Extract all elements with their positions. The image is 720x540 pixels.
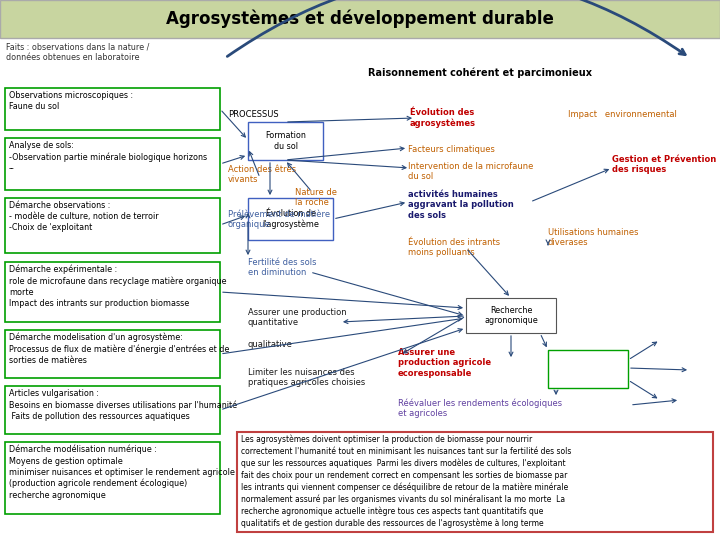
Text: Évolution des intrants
moins polluants: Évolution des intrants moins polluants bbox=[408, 238, 500, 258]
Text: Les agrosystèmes doivent optimiser la production de biomasse pour nourrir
correc: Les agrosystèmes doivent optimiser la pr… bbox=[241, 435, 572, 528]
Text: Évolution des
agrosystèmes: Évolution des agrosystèmes bbox=[410, 108, 476, 128]
Text: activités humaines
aggravant la pollution
des sols: activités humaines aggravant la pollutio… bbox=[408, 190, 514, 220]
Text: Recherche
agronomique: Recherche agronomique bbox=[484, 306, 538, 325]
Bar bbox=[5, 330, 220, 378]
Text: Nature de
la roche: Nature de la roche bbox=[295, 188, 337, 207]
Text: Agrosystèmes et développement durable: Agrosystèmes et développement durable bbox=[166, 10, 554, 28]
Text: Impact   environnemental: Impact environnemental bbox=[568, 110, 677, 119]
Text: Raisonnement cohérent et parcimonieux: Raisonnement cohérent et parcimonieux bbox=[368, 68, 592, 78]
Text: Analyse de sols:
-Observation partie minérale biologique horizons
--: Analyse de sols: -Observation partie min… bbox=[9, 141, 207, 173]
Text: Démarche modelisation d'un agrosystème:
Processus de flux de matière d'énergie d: Démarche modelisation d'un agrosystème: … bbox=[9, 333, 230, 366]
Text: Facteurs climatiques: Facteurs climatiques bbox=[408, 145, 495, 154]
Text: Évolution de
l'agrosystème: Évolution de l'agrosystème bbox=[262, 209, 319, 229]
Text: Démarche observations :
- modèle de culture, notion de terroir
-Choix de 'exploi: Démarche observations : - modèle de cult… bbox=[9, 201, 158, 232]
Text: Démarche modélisation numérique :
Moyens de gestion optimale
minimiser nuisances: Démarche modélisation numérique : Moyens… bbox=[9, 445, 235, 500]
Bar bbox=[5, 262, 220, 322]
Text: qualitative: qualitative bbox=[248, 340, 293, 349]
Text: Assurer une
production agricole
ecoresponsable: Assurer une production agricole ecorespo… bbox=[398, 348, 491, 378]
Text: Limiter les nuisances des
pratiques agricoles choisies: Limiter les nuisances des pratiques agri… bbox=[248, 368, 365, 387]
Bar bbox=[466, 298, 556, 333]
Text: Fertilité des sols
en diminution: Fertilité des sols en diminution bbox=[248, 258, 317, 278]
Text: Gestion et Prévention
des risques: Gestion et Prévention des risques bbox=[612, 155, 716, 174]
Text: Intervention de la microfaune
du sol: Intervention de la microfaune du sol bbox=[408, 162, 534, 181]
Text: PROCESSUS: PROCESSUS bbox=[228, 110, 279, 119]
Bar bbox=[5, 386, 220, 434]
Bar bbox=[5, 138, 220, 190]
Bar bbox=[5, 198, 220, 253]
Text: Assurer une production
quantitative: Assurer une production quantitative bbox=[248, 308, 346, 327]
Bar bbox=[248, 122, 323, 160]
Bar bbox=[5, 442, 220, 514]
Text: Formation
du sol: Formation du sol bbox=[265, 131, 306, 151]
Text: Réévaluer les rendements écologiques
et agricoles: Réévaluer les rendements écologiques et … bbox=[398, 398, 562, 418]
Text: Démarche expérimentale :
role de microfaune dans recyclage matière organique
mor: Démarche expérimentale : role de microfa… bbox=[9, 265, 227, 308]
Text: Articles vulgarisation :
Besoins en biomasse diverses utilisations par l'humanit: Articles vulgarisation : Besoins en biom… bbox=[9, 389, 237, 421]
Text: Faits : observations dans la nature /
données obtenues en laboratoire: Faits : observations dans la nature / do… bbox=[6, 42, 149, 62]
Bar bbox=[237, 432, 713, 532]
Text: Utilisations humaines
diverases: Utilisations humaines diverases bbox=[548, 228, 639, 247]
Bar bbox=[5, 88, 220, 130]
Text: Observations microscopiques :
Faune du sol: Observations microscopiques : Faune du s… bbox=[9, 91, 133, 111]
Bar bbox=[548, 350, 628, 388]
Bar bbox=[248, 198, 333, 240]
Text: Action des êtres
vivants: Action des êtres vivants bbox=[228, 165, 296, 184]
Bar bbox=[0, 0, 720, 38]
Text: Prélèvement de matière
organique: Prélèvement de matière organique bbox=[228, 210, 330, 230]
